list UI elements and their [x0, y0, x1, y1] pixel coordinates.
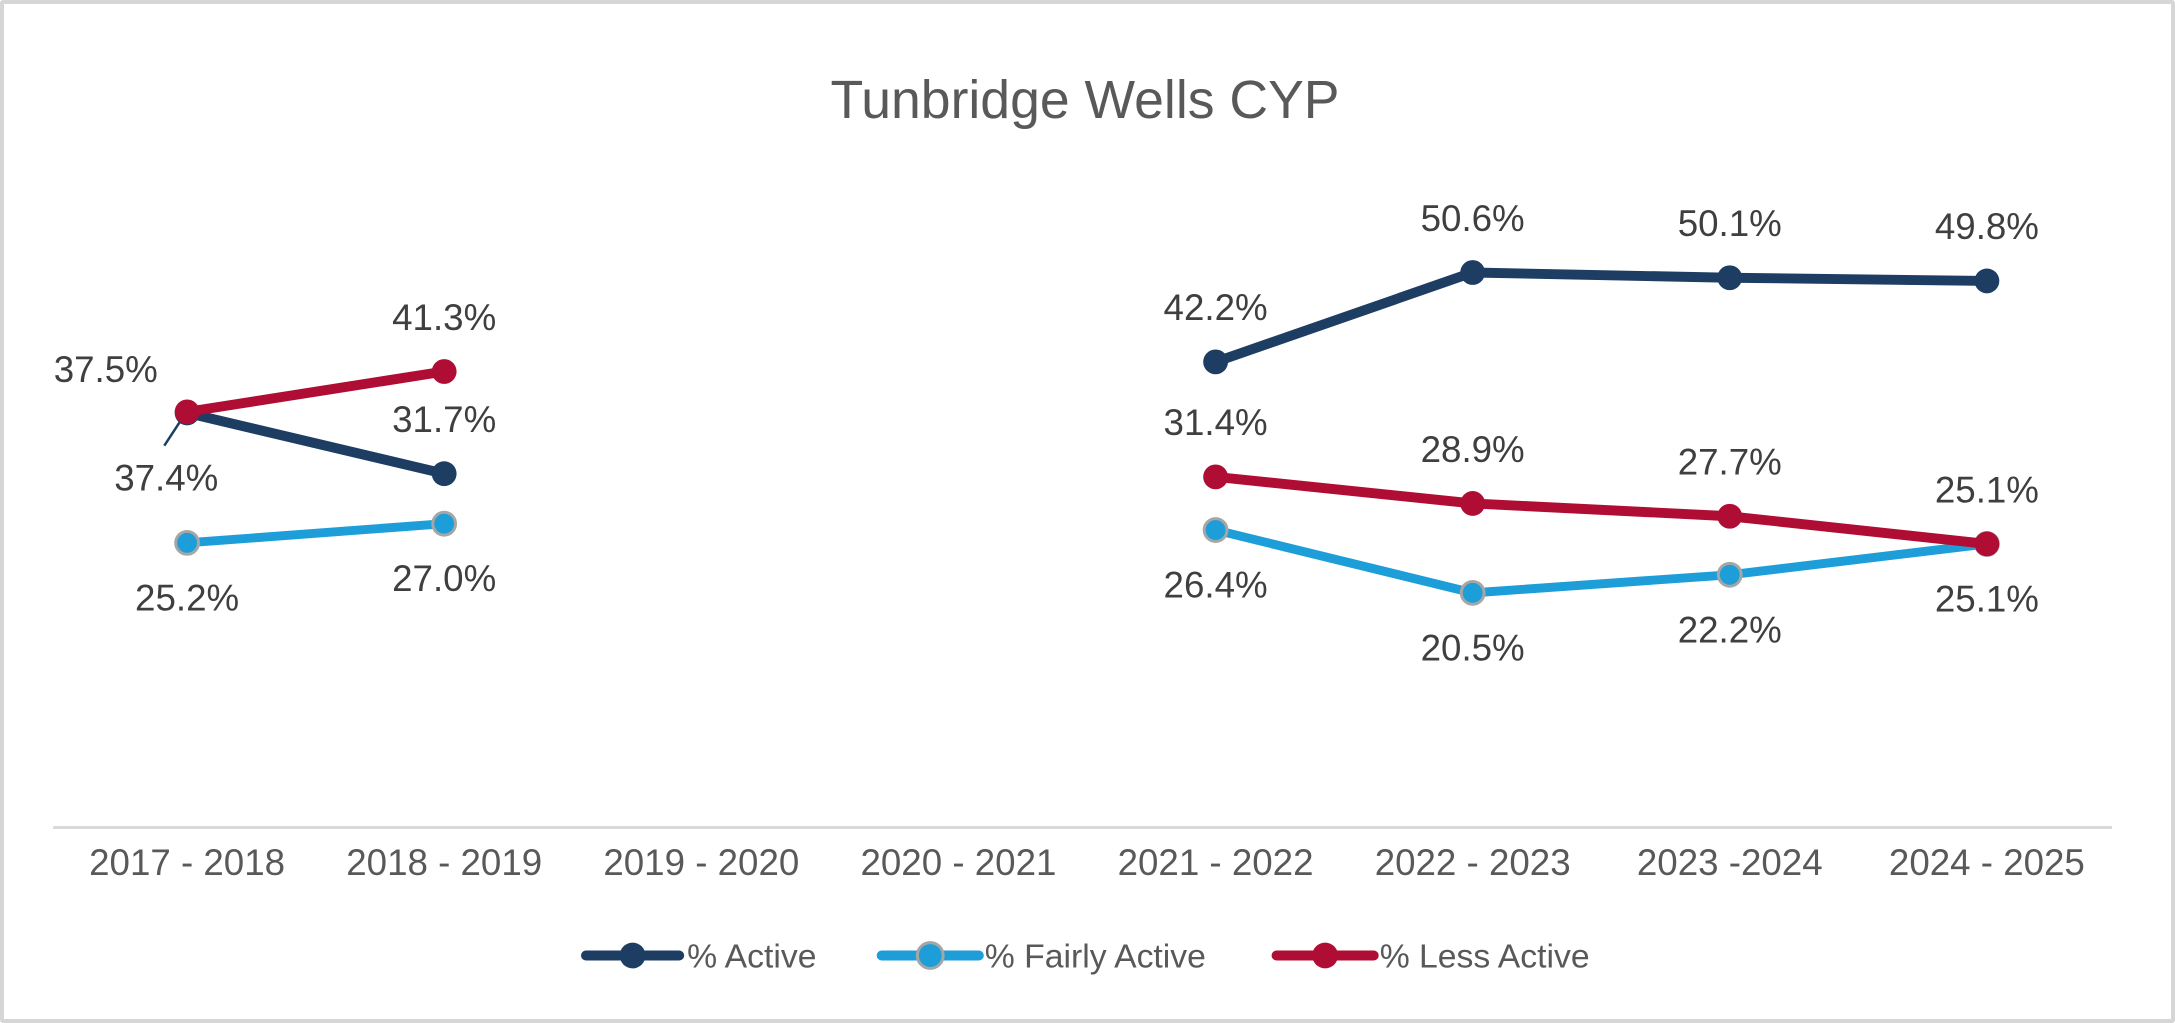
data-point-marker: [431, 510, 458, 537]
data-label: 42.2%: [1164, 287, 1268, 328]
data-label: 50.6%: [1421, 198, 1525, 239]
legend-label: % Active: [687, 937, 816, 975]
data-label: 37.5%: [54, 349, 158, 390]
data-point-marker: [1459, 579, 1486, 606]
plot-area: 37.4% 31.7% 42.2% 50.6% 50.1% 49.8% 25.2% 27.0%…: [54, 198, 2039, 669]
legend-marker-icon: [619, 942, 646, 969]
data-label: 49.8%: [1935, 206, 2039, 247]
series-3: 37.5% 41.3% 31.4% 28.9% 27.7% 25.1%: [54, 297, 2039, 557]
data-point-marker: [1460, 260, 1486, 285]
legend-label: % Fairly Active: [985, 937, 1206, 975]
x-axis-label: 2017 - 2018: [89, 842, 285, 883]
data-point-marker: [1717, 265, 1743, 291]
series-2: 25.2% 27.0% 26.4% 20.5% 22.2% 25.1%: [135, 510, 2039, 668]
data-point-marker: [431, 359, 457, 384]
series-line: [182, 267, 1992, 479]
x-axis-label: 2019 - 2020: [603, 842, 799, 883]
legend-item: % Less Active: [1271, 937, 1590, 975]
line-chart: Tunbridge Wells CYP 2017 - 2018 2018 - 20…: [53, 71, 2112, 975]
data-point-marker: [1974, 531, 2000, 557]
data-point-marker: [1460, 491, 1486, 516]
series-line: [182, 366, 1992, 549]
data-point-marker: [174, 399, 200, 425]
data-point-marker: [1202, 517, 1229, 543]
data-label: 37.4%: [114, 457, 218, 498]
legend: % Active % Fairly Active % Less Active: [580, 937, 1590, 975]
data-label: 25.1%: [1935, 578, 2039, 619]
data-label: 20.5%: [1421, 627, 1525, 668]
data-label: 41.3%: [392, 297, 496, 338]
data-label: 50.1%: [1678, 203, 1782, 244]
data-label: 22.2%: [1678, 609, 1782, 650]
label-leader-line: [163, 419, 183, 447]
x-axis-label: 2020 - 2021: [860, 842, 1056, 883]
data-point-marker: [431, 461, 457, 487]
legend-marker-icon: [915, 941, 945, 970]
x-axis-label: 2022 - 2023: [1375, 842, 1571, 883]
legend-item: % Active: [580, 937, 816, 975]
series-line: [182, 519, 1992, 598]
data-label: 31.7%: [392, 399, 496, 440]
data-label: 25.2%: [135, 577, 239, 618]
series-1: 37.4% 31.7% 42.2% 50.6% 50.1% 49.8%: [114, 198, 2039, 499]
data-label: 27.7%: [1678, 442, 1782, 483]
x-axis: 2017 - 2018 2018 - 2019 2019 - 2020 2020 - …: [53, 826, 2112, 883]
data-point-marker: [1203, 349, 1228, 375]
x-axis-label: 2018 - 2019: [346, 842, 542, 883]
legend-item: % Fairly Active: [876, 937, 1206, 975]
data-label: 28.9%: [1421, 429, 1525, 470]
chart-title: Tunbridge Wells CYP: [830, 71, 1339, 130]
data-point-marker: [1203, 464, 1228, 490]
data-point-marker: [1717, 503, 1743, 529]
legend-label: % Less Active: [1380, 937, 1590, 975]
data-label: 25.1%: [1935, 469, 2039, 510]
x-axis-label: 2023 -2024: [1637, 842, 1823, 883]
x-axis-label: 2024 - 2025: [1889, 842, 2085, 883]
x-axis-label: 2021 - 2022: [1118, 842, 1314, 883]
legend-marker-icon: [1312, 942, 1339, 969]
data-label: 26.4%: [1164, 565, 1268, 606]
data-point-marker: [174, 529, 200, 556]
data-label: 27.0%: [392, 558, 496, 599]
data-label: 31.4%: [1164, 402, 1268, 443]
data-point-marker: [1716, 561, 1743, 588]
data-point-marker: [1974, 268, 2000, 294]
